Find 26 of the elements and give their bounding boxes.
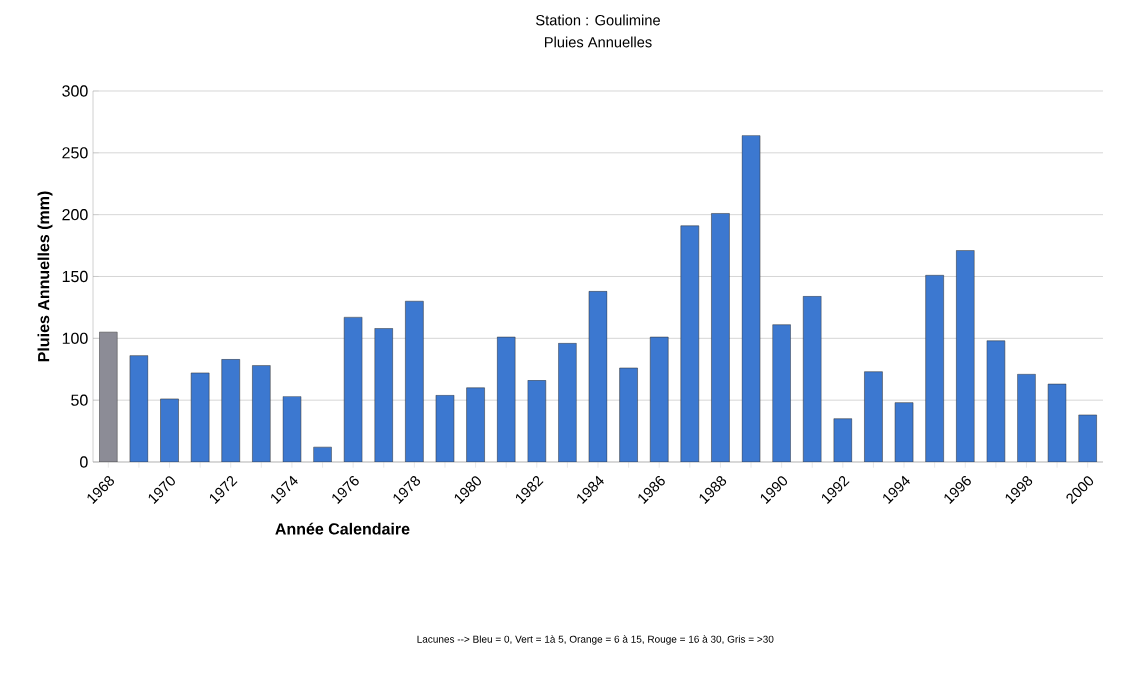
bar xyxy=(435,394,455,462)
bar xyxy=(772,324,791,462)
bar xyxy=(190,372,210,462)
y-tick-label: 150 xyxy=(62,270,88,283)
x-axis-title: Année Calendaire xyxy=(275,522,410,535)
y-tick-label: 200 xyxy=(62,209,88,221)
chart-subtitle: Pluies Annuelles xyxy=(545,36,652,48)
bar xyxy=(1017,373,1036,462)
bar xyxy=(680,225,700,462)
bar xyxy=(711,213,730,462)
bar xyxy=(864,371,883,462)
y-tick-label: 250 xyxy=(62,147,88,159)
y-tick-label: 300 xyxy=(62,85,88,97)
bar xyxy=(925,274,944,462)
bar xyxy=(466,387,485,462)
bar xyxy=(221,359,241,462)
bar xyxy=(649,336,669,462)
y-tick-label: 100 xyxy=(62,332,88,344)
chart-title: Station : Goulimine xyxy=(536,14,660,26)
y-axis-title: Pluies Annuelles (mm) xyxy=(37,191,53,362)
bar xyxy=(558,343,577,462)
y-tick-label: 0 xyxy=(80,456,88,468)
bar xyxy=(894,402,914,462)
y-tick-label: 50 xyxy=(71,394,88,406)
bar xyxy=(619,367,638,462)
text: Lacunes --> Bleu = 0, Vert = 1à 5, Orange = 6 à 15, Rouge = 16 à 30, Gris = >30 xyxy=(417,635,774,645)
